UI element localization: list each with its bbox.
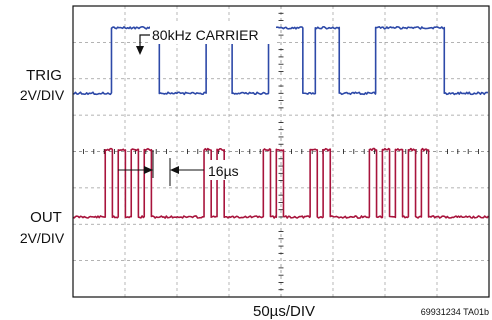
carrier-arrowhead xyxy=(136,46,144,55)
figure-id: 69931234 TA01b xyxy=(421,307,489,317)
trig-label: TRIG xyxy=(26,67,62,84)
out-trace xyxy=(72,25,489,96)
trig-trace xyxy=(72,147,490,219)
delay-label-bg xyxy=(206,160,248,180)
carrier-label: 80kHz CARRIER xyxy=(152,27,259,43)
x-scale-label: 50µs/DIV xyxy=(253,303,315,320)
carrier-label-bg xyxy=(150,24,276,44)
delay-label: 16µs xyxy=(208,163,239,179)
out-label: OUT xyxy=(30,209,62,226)
out-scale-label: 2V/DIV xyxy=(20,230,65,246)
traces xyxy=(72,25,490,219)
delay-arrow-left-head xyxy=(144,166,153,174)
grid xyxy=(73,6,489,297)
delay-annotation: 16µs xyxy=(118,150,248,186)
trig-scale-label: 2V/DIV xyxy=(20,87,65,103)
carrier-annotation: 80kHz CARRIER xyxy=(136,24,276,55)
plot-frame xyxy=(72,5,490,298)
delay-arrow-right-head xyxy=(170,166,179,174)
